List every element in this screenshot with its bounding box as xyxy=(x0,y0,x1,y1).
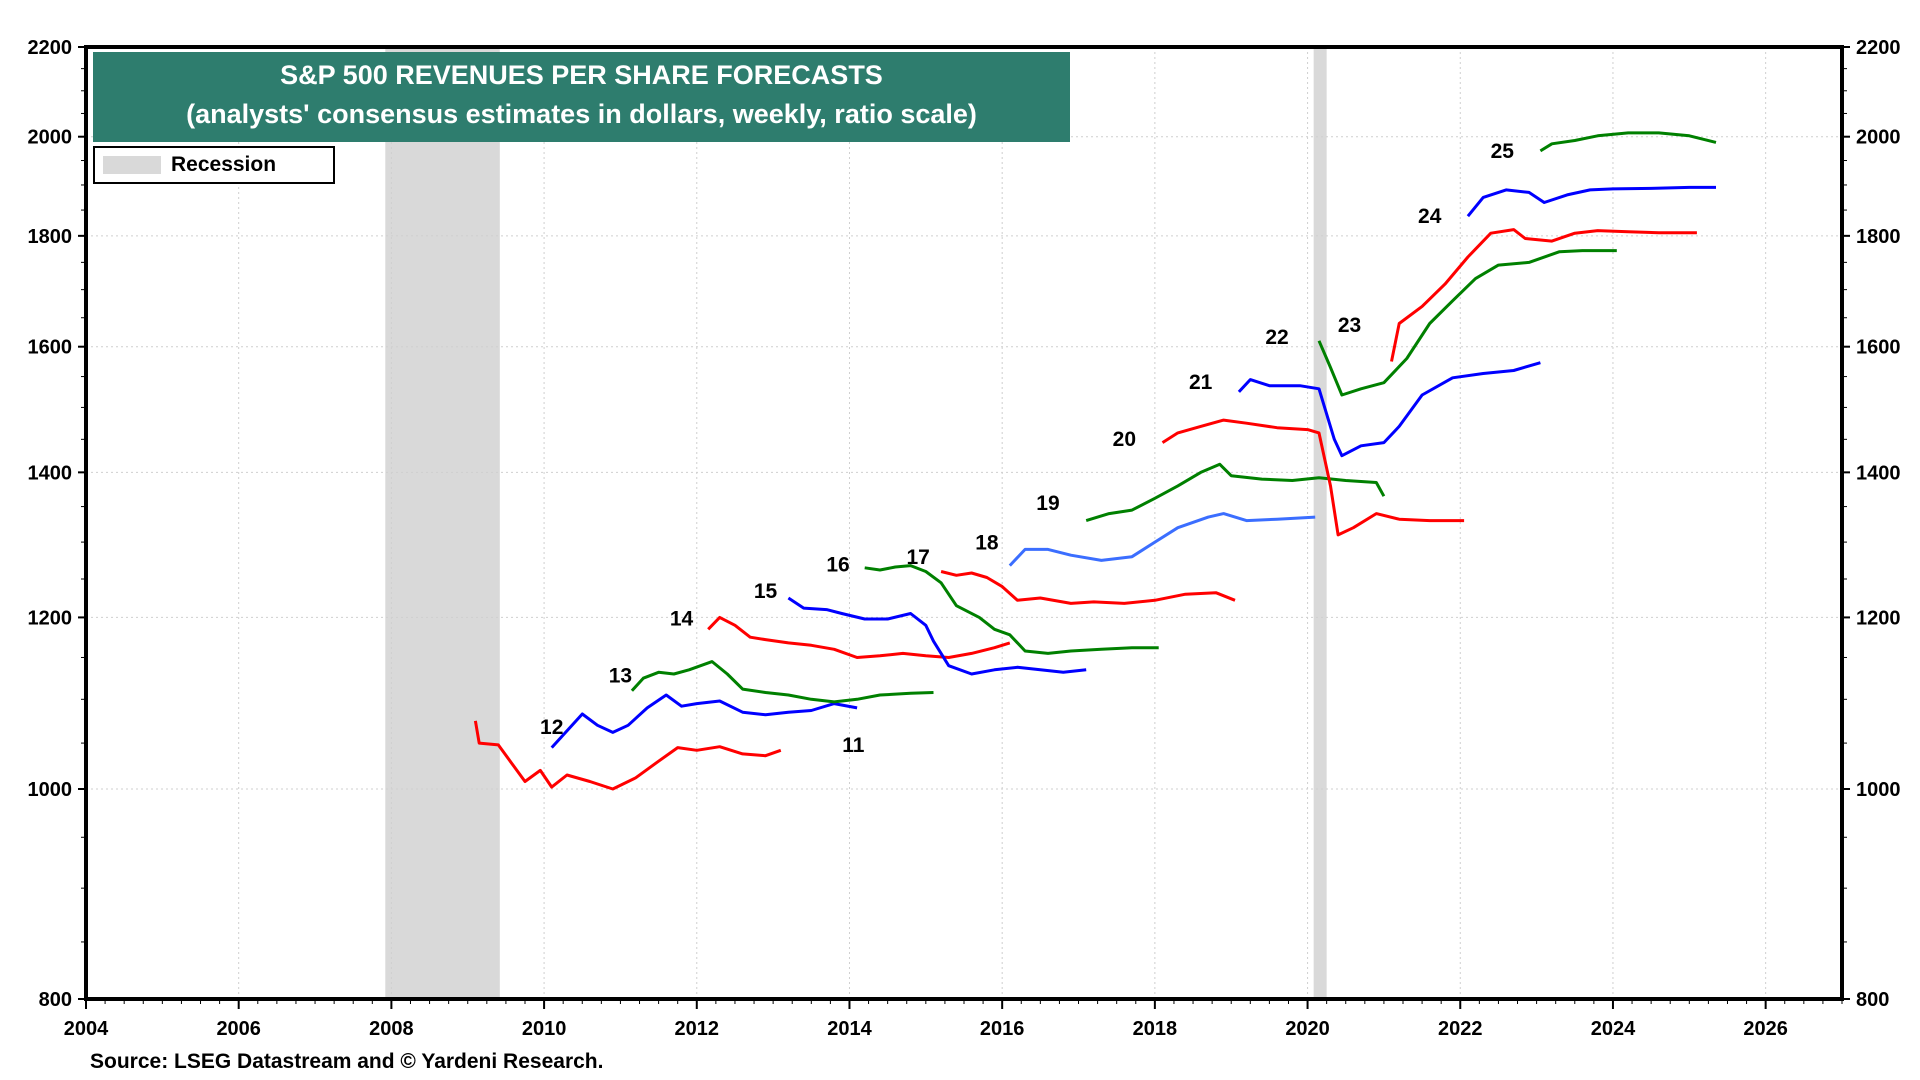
series-label-19: 19 xyxy=(1036,492,1059,515)
series-label-18: 18 xyxy=(975,531,999,554)
series-line-23 xyxy=(1390,228,1697,362)
x-tick-label: 2014 xyxy=(827,1018,872,1040)
series-label-16: 16 xyxy=(826,554,849,577)
x-tick-label: 2008 xyxy=(369,1018,414,1040)
source-note: Source: LSEG Datastream and © Yardeni Re… xyxy=(90,1050,604,1073)
chart-subtitle: (analysts' consensus estimates in dollar… xyxy=(186,99,977,129)
chart-title-box: S&P 500 REVENUES PER SHARE FORECASTS (an… xyxy=(93,52,1070,142)
y-tick-label-right: 1200 xyxy=(1856,607,1901,629)
x-tick-label: 2020 xyxy=(1285,1018,1330,1040)
series-label-21: 21 xyxy=(1189,371,1213,394)
y-tick-label-left: 1000 xyxy=(28,779,73,801)
recession-bands xyxy=(385,47,1327,999)
series-line-19 xyxy=(1085,462,1386,523)
y-tick-label-right: 2000 xyxy=(1856,127,1901,149)
legend-label-recession: Recession xyxy=(171,153,277,176)
series-line-13 xyxy=(630,660,934,704)
series-label-12: 12 xyxy=(540,716,563,739)
y-tick-label-right: 2200 xyxy=(1856,37,1901,59)
series-line-17 xyxy=(940,570,1236,605)
series-label-23: 23 xyxy=(1338,314,1361,337)
series-label-15: 15 xyxy=(754,580,778,603)
recession-swatch xyxy=(103,156,161,174)
legend: Recession xyxy=(93,146,335,184)
x-tick-label: 2026 xyxy=(1743,1018,1788,1040)
recession-band xyxy=(385,47,500,999)
y-tick-label-left: 1800 xyxy=(28,226,73,248)
series-line-25 xyxy=(1539,131,1717,153)
x-tick-label: 2010 xyxy=(522,1018,567,1040)
x-tick-label: 2022 xyxy=(1438,1018,1483,1040)
y-tick-label-left: 1600 xyxy=(28,337,73,359)
chart-title: S&P 500 REVENUES PER SHARE FORECASTS xyxy=(280,60,883,90)
gridlines xyxy=(85,46,1842,1000)
y-tick-label-left: 1400 xyxy=(28,462,73,484)
series-line-16 xyxy=(864,564,1159,655)
x-tick-label: 2012 xyxy=(675,1018,720,1040)
series-line-15 xyxy=(787,596,1087,676)
y-tick-label-left: 1200 xyxy=(28,607,73,629)
series-line-21 xyxy=(1237,361,1541,458)
axes: 2004 2006 2008 2010 2012 2014 2016 2018 2020 2022… xyxy=(28,37,1901,1040)
series-line-20 xyxy=(1161,418,1465,537)
series-line-18 xyxy=(1008,512,1316,567)
series-label-22: 22 xyxy=(1265,326,1288,349)
recession-band xyxy=(1313,47,1327,999)
x-tick-label: 2018 xyxy=(1133,1018,1178,1040)
y-tick-label-left: 800 xyxy=(39,989,72,1011)
plot-frame xyxy=(84,45,1844,1001)
series-line-11 xyxy=(473,720,782,791)
y-tick-label-left: 2000 xyxy=(28,127,73,149)
series-line-12 xyxy=(550,693,858,749)
x-tick-label: 2024 xyxy=(1591,1018,1636,1040)
y-tick-label-right: 800 xyxy=(1856,989,1889,1011)
series-labels: 11 12 13 14 15 16 17 18 19 20 21 22 23 24 25 xyxy=(540,140,1514,757)
y-tick-label-right: 1600 xyxy=(1856,337,1901,359)
y-tick-label-right: 1400 xyxy=(1856,462,1901,484)
series-label-13: 13 xyxy=(609,664,632,687)
x-tick-label: 2006 xyxy=(216,1018,261,1040)
y-tick-label-right: 1800 xyxy=(1856,226,1901,248)
series-line-14 xyxy=(707,615,1011,659)
y-tick-label-left: 2200 xyxy=(28,37,73,59)
series-label-14: 14 xyxy=(670,607,694,630)
series-line-24 xyxy=(1466,185,1716,218)
series-label-20: 20 xyxy=(1113,428,1136,451)
x-tick-label: 2016 xyxy=(980,1018,1025,1040)
series-label-11: 11 xyxy=(842,734,865,757)
series-lines xyxy=(473,131,1717,791)
series-label-24: 24 xyxy=(1418,205,1442,228)
series-label-25: 25 xyxy=(1491,140,1515,163)
series-label-17: 17 xyxy=(907,546,930,569)
y-tick-label-right: 1000 xyxy=(1856,779,1901,801)
series-line-22 xyxy=(1317,249,1617,397)
x-tick-label: 2004 xyxy=(64,1018,109,1040)
